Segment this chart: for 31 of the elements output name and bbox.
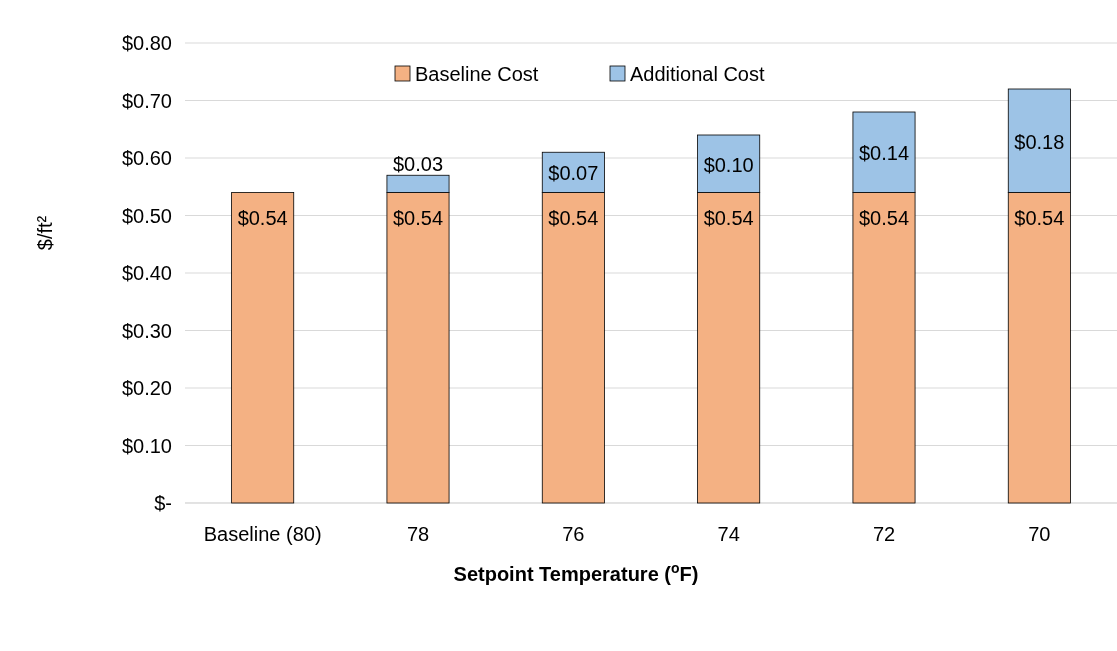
- data-label: $0.18: [1014, 130, 1065, 153]
- y-tick-label: $0.50: [121, 204, 172, 227]
- y-tick-label: $0.30: [121, 319, 172, 342]
- x-axis-title: Setpoint Temperature ($^{o}$F): [453, 560, 699, 585]
- x-tick-label: 72: [872, 523, 896, 545]
- data-label: $0.54: [392, 206, 444, 229]
- x-tick-label: Baseline (80): [203, 523, 322, 545]
- y-axis-title: $/ft²: [34, 215, 56, 251]
- legend-label: Additional Cost: [630, 63, 765, 85]
- y-tick-label: $0.40: [121, 262, 172, 284]
- y-tick-label: $-: [154, 492, 172, 514]
- bar: [231, 192, 295, 504]
- x-tick-label: 78: [406, 523, 430, 545]
- legend-label: Baseline Cost: [415, 63, 539, 85]
- data-label: $0.07: [548, 162, 599, 185]
- x-tick-label: 70: [1028, 523, 1051, 545]
- x-tick-label: 76: [562, 523, 585, 545]
- data-label: $0.54: [1014, 206, 1065, 229]
- data-label: $0.54: [703, 206, 754, 229]
- y-tick-label: $0.10: [121, 434, 172, 457]
- data-label: $0.03: [392, 153, 444, 176]
- y-tick-label: $0.70: [121, 89, 172, 112]
- y-tick-label: $0.20: [121, 377, 172, 399]
- x-tick-label: 74: [717, 523, 740, 545]
- data-label: $0.10: [703, 153, 754, 176]
- data-label: $0.14: [858, 142, 910, 165]
- y-tick-label: $0.60: [121, 147, 172, 169]
- data-label: $0.54: [858, 206, 910, 229]
- data-label: $0.54: [237, 206, 288, 229]
- data-label: $0.54: [548, 206, 599, 229]
- y-tick-label: $0.80: [121, 32, 172, 54]
